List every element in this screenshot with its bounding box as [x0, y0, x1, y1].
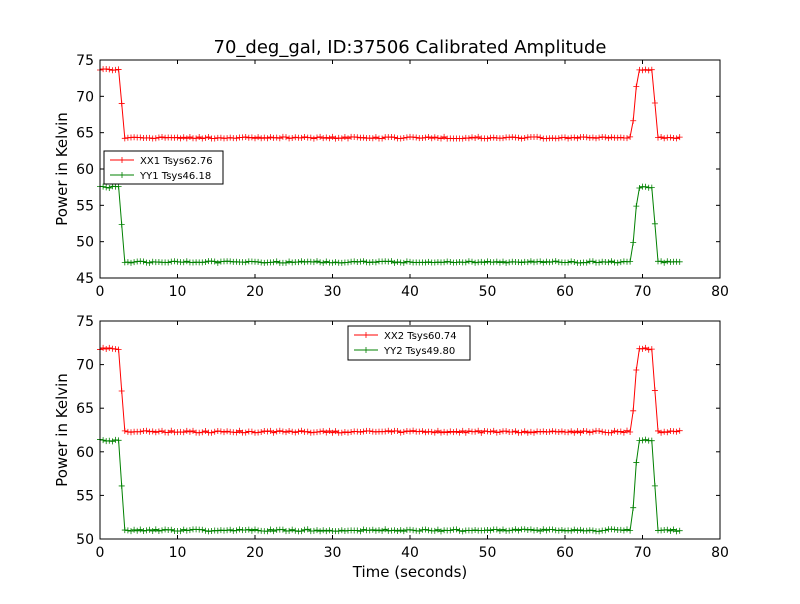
x-tick-label: 70 [634, 284, 652, 300]
x-tick-label: 50 [479, 284, 497, 300]
x-tick-label: 40 [401, 545, 419, 561]
legend-box [347, 325, 471, 361]
bottom-chart-panel: 0 10 20 30 40 50 60 70 80 50 55 60 65 70 75 Power in Ke… [53, 314, 729, 561]
legend-label: XX2 Tsys60.74 [384, 331, 457, 342]
y-tick-label: 65 [76, 126, 94, 142]
legend-marker [119, 157, 125, 163]
x-tick-label: 10 [169, 284, 187, 300]
x-tick-label: 80 [711, 284, 729, 300]
y-tick-label: 75 [76, 314, 94, 330]
x-axis-label: Time (seconds) [352, 563, 468, 581]
x-tick-label: 0 [96, 284, 105, 300]
y-tick-label: 50 [76, 235, 94, 251]
x-tick-label: 20 [246, 284, 264, 300]
x-tick-label: 30 [324, 284, 342, 300]
y-axis-label: Power in Kelvin [53, 112, 71, 226]
y-tick-label: 60 [76, 162, 94, 178]
legend-label: XX1 Tsys62.76 [140, 156, 213, 167]
x-tick-label: 0 [96, 545, 105, 561]
y-tick-label: 75 [76, 53, 94, 69]
legend-box [103, 150, 224, 185]
y-tick-label: 70 [76, 89, 94, 105]
y-tick-label: 50 [76, 532, 94, 548]
y-tick-label: 55 [76, 198, 94, 214]
x-tick-label: 20 [246, 545, 264, 561]
x-tick-label: 10 [169, 545, 187, 561]
x-tick-label: 30 [324, 545, 342, 561]
x-tick-label: 50 [479, 545, 497, 561]
x-tick-label: 70 [634, 545, 652, 561]
y-tick-label: 60 [76, 445, 94, 461]
chart-title: 70_deg_gal, ID:37506 Calibrated Amplitud… [214, 37, 607, 58]
x-tick-label: 60 [556, 545, 574, 561]
legend-marker [363, 332, 369, 338]
legend-label: YY1 Tsys46.18 [139, 171, 211, 182]
legend-marker [119, 172, 125, 178]
y-tick-label: 55 [76, 488, 94, 504]
legend-label: YY2 Tsys49.80 [383, 346, 455, 357]
y-axis-label: Power in Kelvin [53, 373, 71, 487]
x-tick-label: 40 [401, 284, 419, 300]
x-tick-label: 80 [711, 545, 729, 561]
y-tick-label: 45 [76, 271, 94, 287]
y-tick-label: 70 [76, 358, 94, 374]
y-tick-label: 65 [76, 401, 94, 417]
legend: XX2 Tsys60.74 YY2 Tsys49.80 [347, 325, 471, 361]
legend-marker [363, 347, 369, 353]
legend: XX1 Tsys62.76 YY1 Tsys46.18 [103, 150, 224, 185]
x-tick-label: 60 [556, 284, 574, 300]
top-chart-panel: 0 10 20 30 40 50 60 70 80 45 50 55 60 65 70 75 Power in … [53, 53, 729, 300]
